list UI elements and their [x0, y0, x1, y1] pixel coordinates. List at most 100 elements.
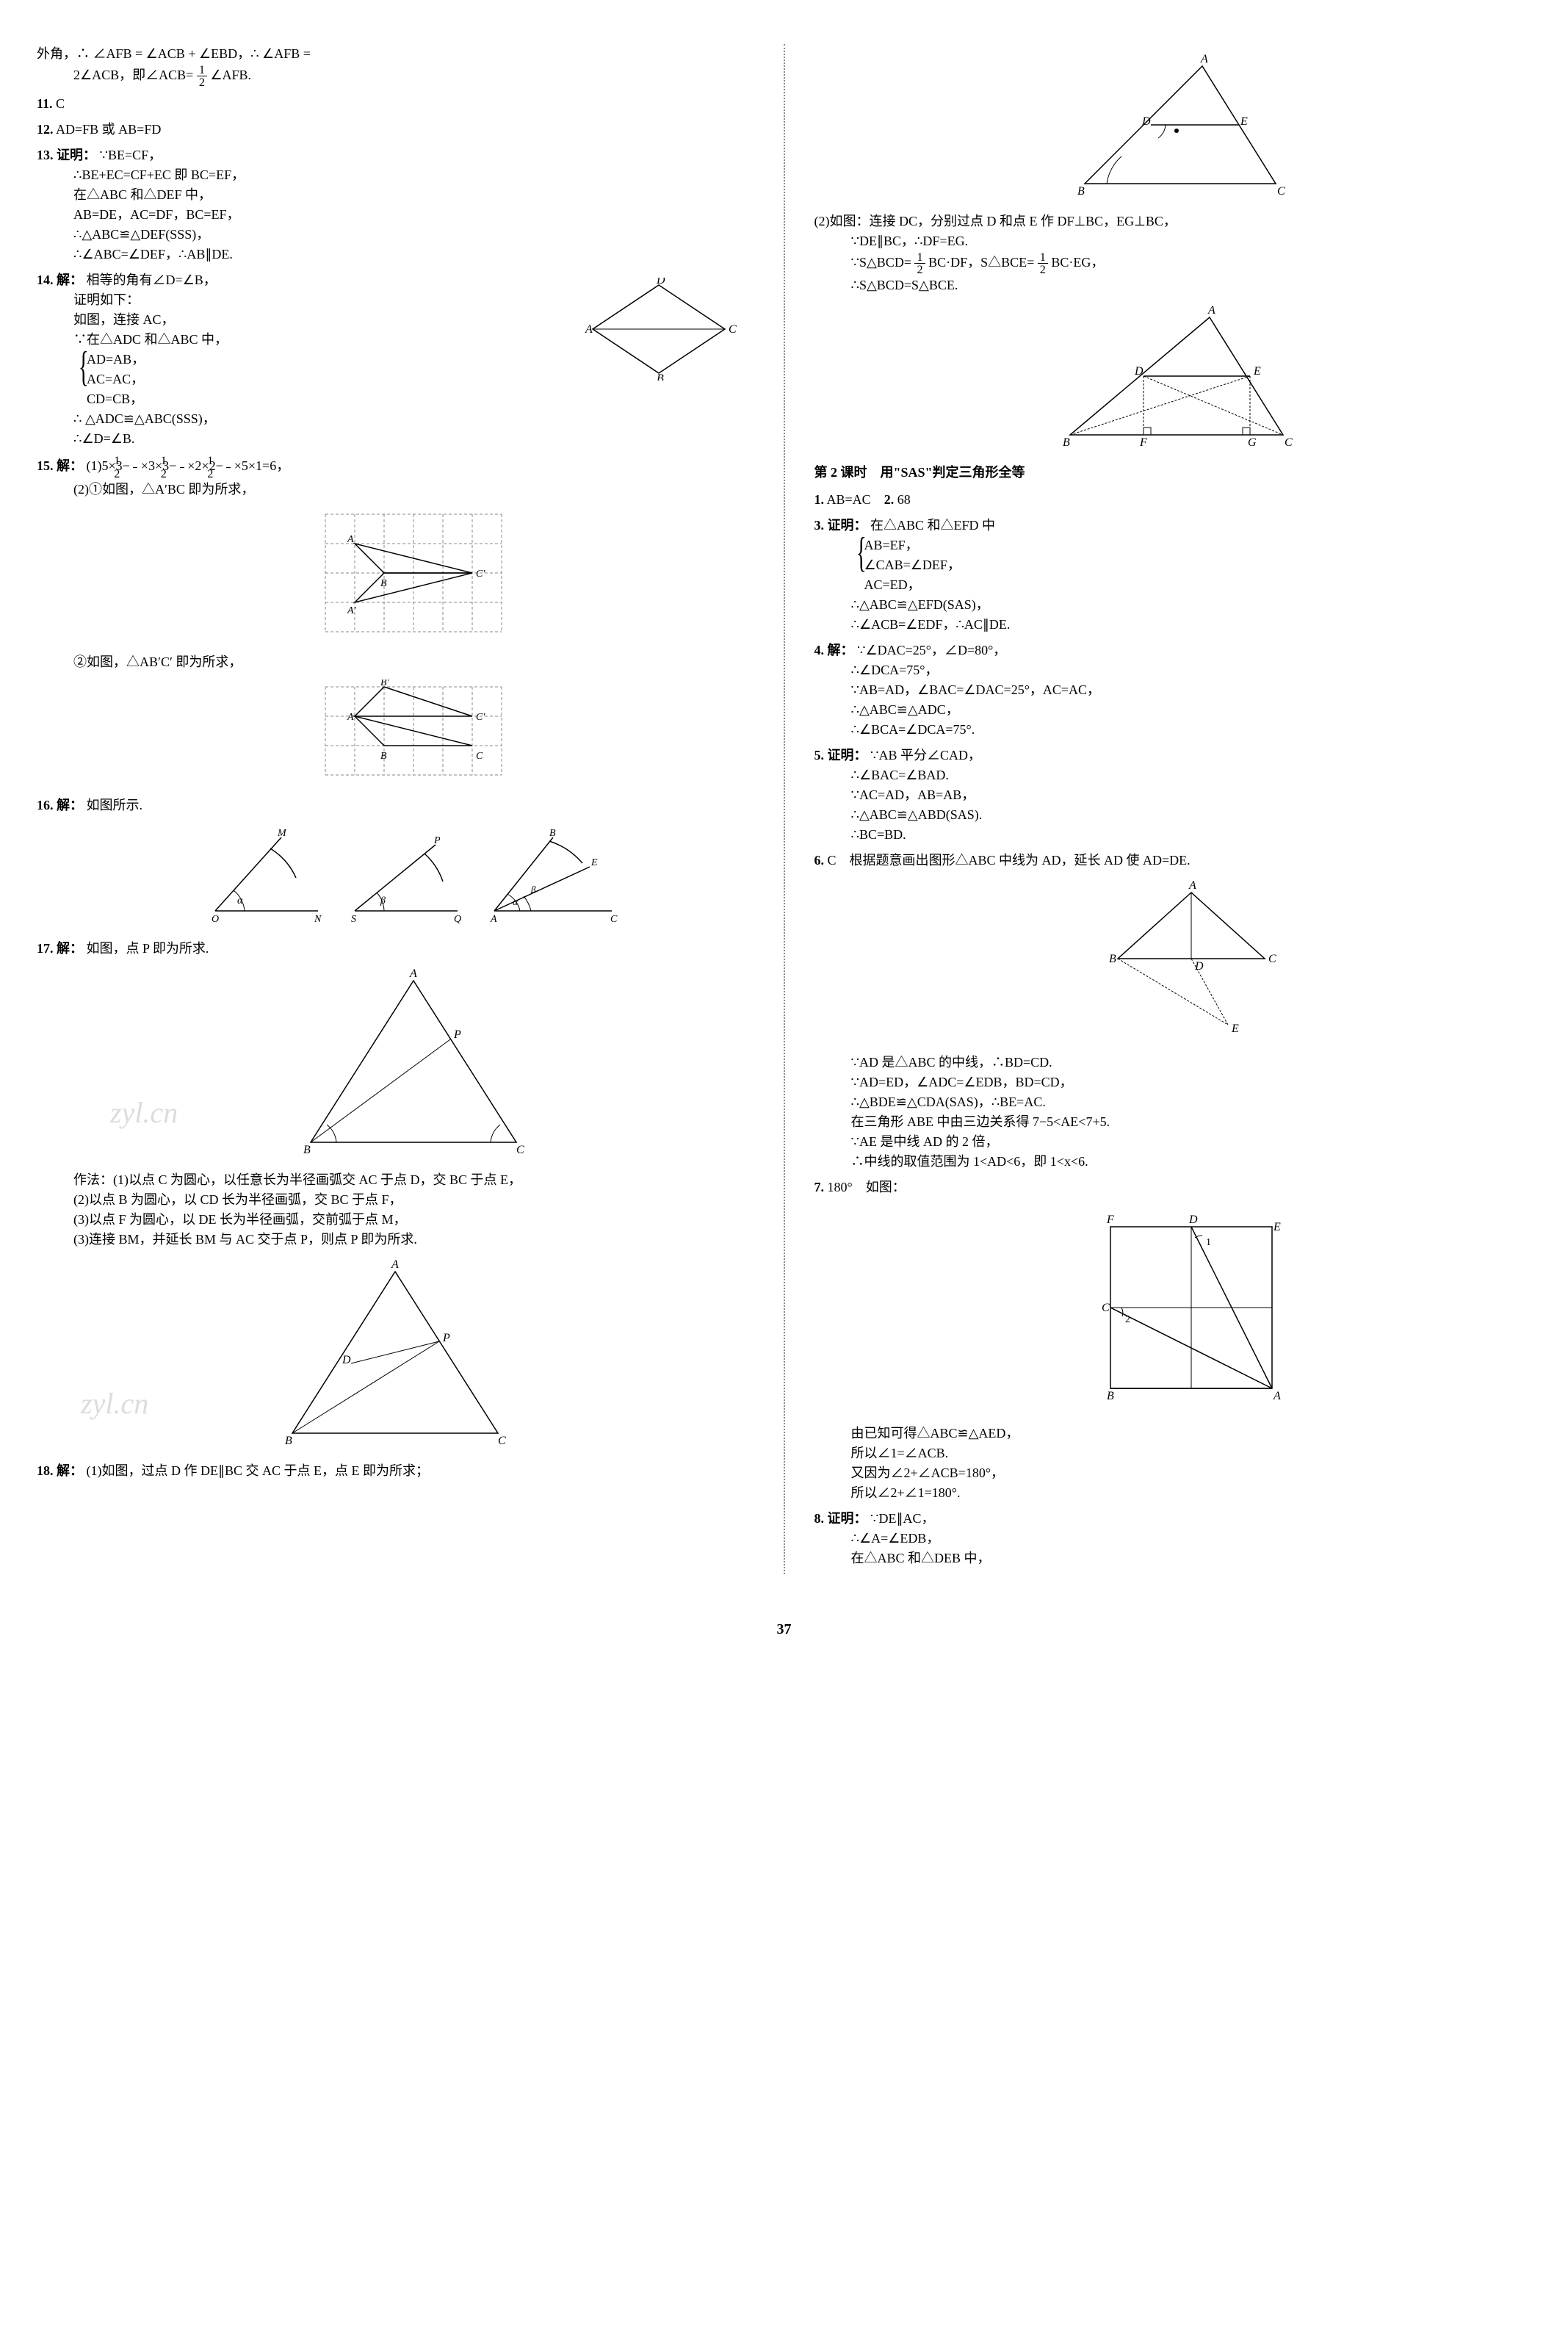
- q14-l6: ∴∠D=∠B.: [73, 429, 754, 449]
- s2q1-num: 1.: [814, 492, 825, 507]
- svg-text:A: A: [585, 323, 593, 336]
- s2q5-l2: ∵AC=AD，AB=AB，: [851, 785, 1532, 805]
- qcf2n: 1: [1038, 251, 1048, 264]
- svg-text:E: E: [1273, 1221, 1281, 1233]
- q13-l5: ∴∠ABC=∠DEF，∴AB∥DE.: [73, 245, 754, 264]
- frac-den: 2: [197, 76, 207, 88]
- q15f1n: 1: [133, 455, 137, 467]
- svg-text:C: C: [1277, 185, 1285, 198]
- svg-text:A: A: [409, 967, 417, 980]
- s2q7-hint: 如图：: [866, 1180, 906, 1194]
- s2q5-num: 5.: [814, 748, 825, 763]
- q14: 14. 解： 相等的角有∠D=∠B， 证明如下： 如图，连接 AC， ∵在△AD…: [37, 270, 754, 449]
- q16: 16. 解： 如图所示. O N M α: [37, 796, 754, 931]
- qcf2d: 2: [1038, 264, 1048, 275]
- s2q6-num: 6.: [814, 853, 825, 868]
- qcont-l1b: BC·DF，S△BCE=: [928, 255, 1034, 270]
- s2q7-num: 7.: [814, 1180, 825, 1194]
- q16-label: 解：: [57, 798, 83, 812]
- s2q7-l0: 由已知可得△ABC≌△AED，: [851, 1424, 1532, 1443]
- q14-figure: A D C B: [578, 278, 740, 386]
- s2q5-label: 证明：: [828, 748, 867, 763]
- s2q3-l3: ∴∠ACB=∠EDF，∴AC∥DE.: [851, 615, 1532, 635]
- svg-text:β: β: [530, 884, 536, 895]
- q18-text: (1)如图，过点 D 作 DE∥BC 交 AC 于点 E，点 E 即为所求；: [87, 1463, 430, 1478]
- intro-l2b: ∠AFB.: [210, 68, 251, 82]
- s2q8-num: 8.: [814, 1511, 825, 1526]
- s2q6-figure: A B C D E: [851, 878, 1532, 1045]
- svg-text:A′: A′: [347, 605, 357, 616]
- qcont-frac1: 12: [914, 251, 925, 275]
- svg-text:N: N: [314, 914, 322, 925]
- q18: 18. 解： (1)如图，过点 D 作 DE∥BC 交 AC 于点 E，点 E …: [37, 1461, 754, 1481]
- s2q3b1: ∠CAB=∠DEF，: [864, 555, 961, 575]
- svg-text:A: A: [347, 534, 354, 545]
- s2q8-l2: 在△ABC 和△DEB 中，: [851, 1549, 1532, 1568]
- svg-text:C: C: [476, 751, 483, 762]
- qcf1n: 1: [914, 251, 925, 264]
- svg-text:A: A: [1207, 304, 1215, 317]
- q13-l2: 在△ABC 和△DEF 中，: [73, 185, 754, 205]
- svg-text:D: D: [1141, 115, 1151, 128]
- svg-text:C: C: [516, 1144, 524, 1156]
- s2q6-l1: ∵AD=ED，∠ADC=∠EDB，BD=CD，: [851, 1073, 1532, 1092]
- intro-l2a: 2∠ACB，即∠ACB=: [73, 68, 193, 82]
- q13: 13. 证明： ∵BE=CF， ∴BE+EC=CF+EC 即 BC=EF， 在△…: [37, 145, 754, 264]
- svg-text:β: β: [380, 895, 386, 906]
- q15-p1b: ×3×3−: [141, 458, 176, 473]
- q14-b2: CD=CB，: [87, 389, 145, 409]
- svg-text:B: B: [1063, 436, 1070, 449]
- svg-text:M: M: [277, 828, 287, 839]
- s2q8-l0: ∵DE∥AC，: [870, 1511, 934, 1526]
- s2q3b2: AC=ED，: [864, 575, 961, 595]
- s2q3-l1: 在△ABC 和△EFD 中: [870, 518, 995, 533]
- s2q6-hint: 根据题意画出图形△ABC 中线为 AD，延长 AD 使 AD=DE.: [850, 853, 1191, 868]
- q15f3n: 1: [226, 455, 231, 467]
- q14-b1: AC=AC，: [87, 369, 145, 389]
- q15-p2a: (2)①如图，△A′BC 即为所求，: [73, 480, 754, 500]
- right-column: A B C D E (2)如图：连接 DC，分别过点 D 和点 E 作 DF⊥B…: [814, 44, 1532, 1574]
- qcont-l1c: BC·EG，: [1051, 255, 1104, 270]
- svg-text:B: B: [303, 1144, 311, 1156]
- q11: 11. C: [37, 94, 754, 114]
- frac-num: 1: [197, 64, 207, 76]
- svg-text:P: P: [442, 1332, 450, 1344]
- watermark-icon-2: zyl.cn: [81, 1382, 148, 1426]
- s2q1-text: AB=AC: [827, 492, 871, 507]
- s2q4-l1: ∴∠DCA=75°，: [851, 660, 1532, 680]
- svg-text:B: B: [285, 1435, 292, 1447]
- s2-q5: 5. 证明： ∵AB 平分∠CAD， ∴∠BAC=∠BAD. ∵AC=AD，AB…: [814, 746, 1532, 845]
- left-column: 外角，∴ ∠AFB = ∠ACB + ∠EBD，∴ ∠AFB = 2∠ACB，即…: [37, 44, 754, 1574]
- qcf1d: 2: [914, 264, 925, 275]
- q14-num: 14.: [37, 273, 54, 287]
- qcont-fig-bottom: A B C D E F G: [814, 303, 1532, 455]
- s2q5-l4: ∴BC=BD.: [851, 825, 1532, 845]
- svg-text:C: C: [729, 323, 737, 336]
- svg-text:B: B: [1107, 1390, 1114, 1402]
- svg-text:C: C: [610, 914, 618, 925]
- s2q3-brace: AB=EF， ∠CAB=∠DEF， AC=ED，: [851, 536, 1532, 595]
- q11-ans: C: [56, 96, 65, 111]
- svg-text:G: G: [1248, 436, 1257, 449]
- svg-text:E: E: [1240, 115, 1248, 128]
- qcont-l0: ∵DE∥BC，∴DF=EG.: [851, 231, 1532, 251]
- page-container: 外角，∴ ∠AFB = ∠ACB + ∠EBD，∴ ∠AFB = 2∠ACB，即…: [37, 44, 1531, 1574]
- svg-text:A: A: [1273, 1390, 1281, 1402]
- q15-p2b: ②如图，△AB′C′ 即为所求，: [73, 652, 754, 672]
- svg-text:C: C: [498, 1435, 506, 1447]
- s2q6-ans: C: [828, 853, 837, 868]
- svg-text:C: C: [1268, 953, 1276, 965]
- q17-label: 解：: [57, 941, 83, 956]
- s2q5-l0: ∵AB 平分∠CAD，: [870, 748, 981, 763]
- s2q5-l3: ∴△ABC≌△ABD(SAS).: [851, 805, 1532, 825]
- q12: 12. AD=FB 或 AB=FD: [37, 120, 754, 140]
- s2q7-l3: 所以∠2+∠1=180°.: [851, 1483, 1532, 1503]
- svg-text:B: B: [549, 828, 556, 839]
- svg-text:F: F: [1139, 436, 1147, 449]
- q16-num: 16.: [37, 798, 54, 812]
- q13-l3: AB=DE，AC=DF，BC=EF，: [73, 205, 754, 225]
- s2q3-num: 3.: [814, 518, 825, 533]
- s2-q3: 3. 证明： 在△ABC 和△EFD 中 AB=EF， ∠CAB=∠DEF， A…: [814, 516, 1532, 635]
- svg-text:1: 1: [1206, 1237, 1211, 1248]
- svg-text:D: D: [1194, 960, 1204, 973]
